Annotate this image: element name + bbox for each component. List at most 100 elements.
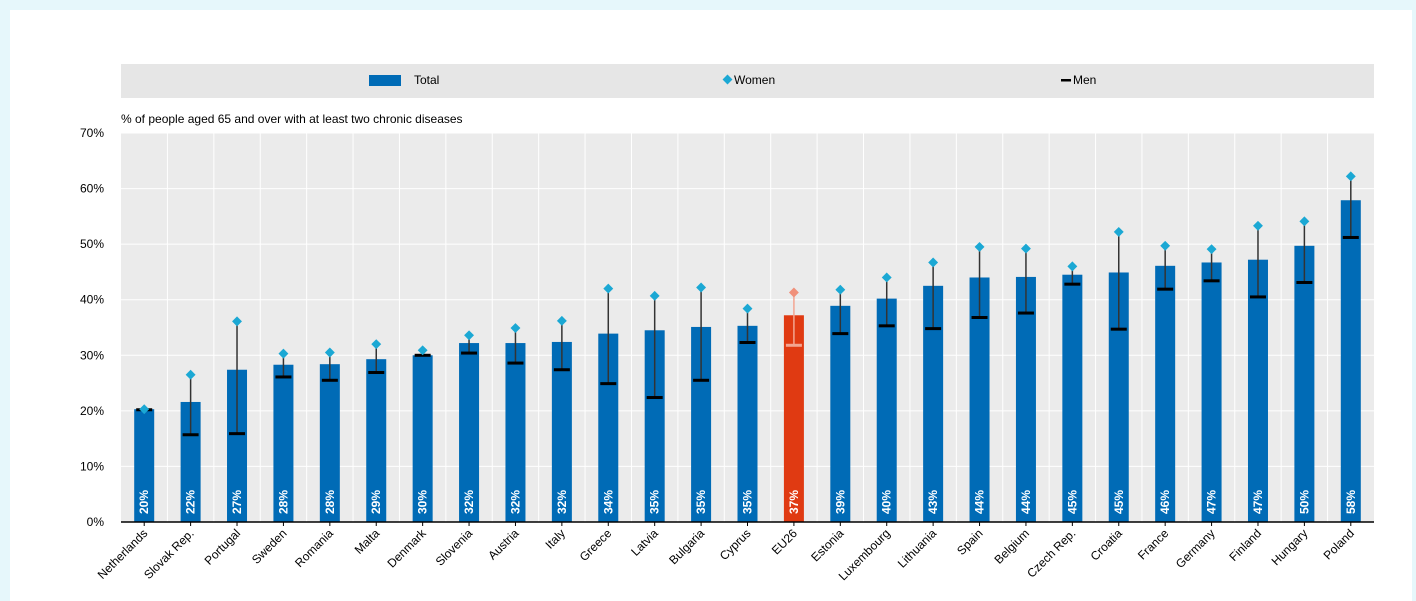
bar-value-label: 47% bbox=[1205, 490, 1219, 514]
men-marker bbox=[275, 375, 292, 379]
x-tick-label: Germany bbox=[1173, 526, 1218, 571]
men-marker bbox=[1110, 327, 1127, 331]
women-marker bbox=[928, 257, 939, 268]
women-marker bbox=[510, 323, 521, 334]
legend-total-swatch bbox=[369, 75, 401, 86]
x-tick-label: Spain bbox=[954, 526, 986, 558]
women-marker bbox=[1253, 220, 1263, 231]
x-tick-label: Belgium bbox=[992, 526, 1033, 567]
bar-total bbox=[1155, 265, 1176, 522]
men-marker bbox=[785, 343, 802, 347]
women-marker bbox=[1345, 171, 1356, 182]
bar-total bbox=[923, 285, 944, 522]
bar-total bbox=[273, 364, 294, 522]
bar-value-label: 29% bbox=[369, 490, 383, 514]
men-marker bbox=[739, 341, 756, 345]
bar-value-label: 35% bbox=[694, 490, 708, 514]
x-tick-label: Cyprus bbox=[717, 526, 754, 563]
women-marker bbox=[139, 404, 150, 415]
men-marker bbox=[507, 361, 524, 365]
bar-total bbox=[830, 305, 851, 522]
bar-value-label: 37% bbox=[787, 490, 801, 514]
x-axis-ticks bbox=[143, 522, 1352, 526]
bar-value-label: 40% bbox=[880, 490, 894, 514]
legend-total-label: Total bbox=[414, 73, 439, 87]
x-tick-label: Sweden bbox=[249, 526, 290, 567]
women-marker bbox=[974, 241, 985, 252]
bar-value-label: 27% bbox=[230, 490, 244, 514]
x-tick-label: Poland bbox=[1321, 526, 1357, 562]
women-markers bbox=[139, 171, 1356, 415]
men-marker bbox=[693, 378, 710, 382]
bar-value-label: 45% bbox=[1065, 490, 1079, 514]
x-tick-label: Finland bbox=[1226, 526, 1264, 564]
x-tick-label: Lithuania bbox=[895, 526, 940, 571]
bar-value-label: 45% bbox=[1112, 490, 1126, 514]
y-tick-label: 60% bbox=[80, 182, 104, 196]
bar-total bbox=[783, 315, 804, 522]
men-marker bbox=[925, 327, 942, 331]
bar-total bbox=[1108, 272, 1129, 522]
bar-total bbox=[1015, 276, 1036, 522]
women-marker bbox=[1160, 240, 1171, 251]
bar-total bbox=[227, 369, 248, 522]
bar-total bbox=[134, 409, 155, 522]
x-tick-label: Malta bbox=[352, 526, 383, 557]
men-marker bbox=[971, 315, 988, 319]
y-axis-ticks: 0% 10% 20% 30% 40% 50% 60% 70% bbox=[80, 126, 104, 529]
y-tick-label: 20% bbox=[80, 404, 104, 418]
bar-total bbox=[876, 298, 897, 522]
bar-total bbox=[551, 341, 572, 522]
y-tick-label: 70% bbox=[80, 126, 104, 140]
bar-value-label: 39% bbox=[833, 490, 847, 514]
bar-value-label: 35% bbox=[648, 490, 662, 514]
men-marker bbox=[1157, 287, 1174, 291]
men-marker bbox=[1249, 295, 1266, 299]
men-marker bbox=[646, 396, 663, 400]
x-tick-label: Italy bbox=[543, 526, 568, 551]
y-tick-label: 10% bbox=[80, 459, 104, 473]
men-markers bbox=[136, 235, 1359, 437]
women-marker bbox=[185, 369, 196, 380]
women-marker bbox=[742, 303, 753, 314]
x-tick-label: Croatia bbox=[1088, 526, 1125, 563]
men-marker bbox=[600, 382, 617, 386]
y-tick-label: 40% bbox=[80, 293, 104, 307]
bar-value-label: 35% bbox=[741, 490, 755, 514]
women-marker bbox=[324, 347, 335, 358]
bar-value-label: 44% bbox=[1019, 490, 1033, 514]
bar-total bbox=[1294, 245, 1315, 522]
men-marker bbox=[321, 378, 338, 382]
men-marker bbox=[1203, 279, 1220, 283]
page-frame-left bbox=[0, 0, 10, 601]
women-marker bbox=[881, 272, 892, 283]
x-tick-label: Greece bbox=[577, 526, 615, 564]
men-marker bbox=[1296, 280, 1313, 284]
bar-total bbox=[691, 326, 712, 522]
women-marker bbox=[371, 339, 382, 350]
women-marker bbox=[1206, 244, 1217, 255]
women-marker bbox=[1113, 226, 1124, 237]
men-marker bbox=[229, 432, 246, 436]
women-marker bbox=[464, 330, 475, 341]
x-tick-label: Hungary bbox=[1269, 526, 1311, 568]
women-marker bbox=[835, 284, 846, 295]
bar-value-labels: 20% 22% 27% 28% 28% 29% 30% 32% 32% 32% 34% 35% 35% 3… bbox=[137, 490, 1358, 514]
women-marker bbox=[649, 290, 660, 301]
bar-total bbox=[412, 355, 433, 522]
y-tick-label: 50% bbox=[80, 237, 104, 251]
women-marker bbox=[1020, 243, 1031, 254]
bar-value-label: 44% bbox=[973, 490, 987, 514]
y-tick-label: 0% bbox=[87, 515, 105, 529]
bar-value-label: 43% bbox=[926, 490, 940, 514]
bar-value-label: 30% bbox=[416, 490, 430, 514]
women-marker bbox=[232, 316, 242, 327]
x-tick-label: Portugal bbox=[202, 526, 244, 568]
bar-value-label: 32% bbox=[508, 490, 522, 514]
women-marker bbox=[278, 348, 289, 359]
bar-value-label: 22% bbox=[184, 490, 198, 514]
bar-value-label: 34% bbox=[601, 490, 615, 514]
x-tick-label: Slovenia bbox=[433, 526, 476, 569]
x-tick-label: Latvia bbox=[628, 526, 661, 559]
